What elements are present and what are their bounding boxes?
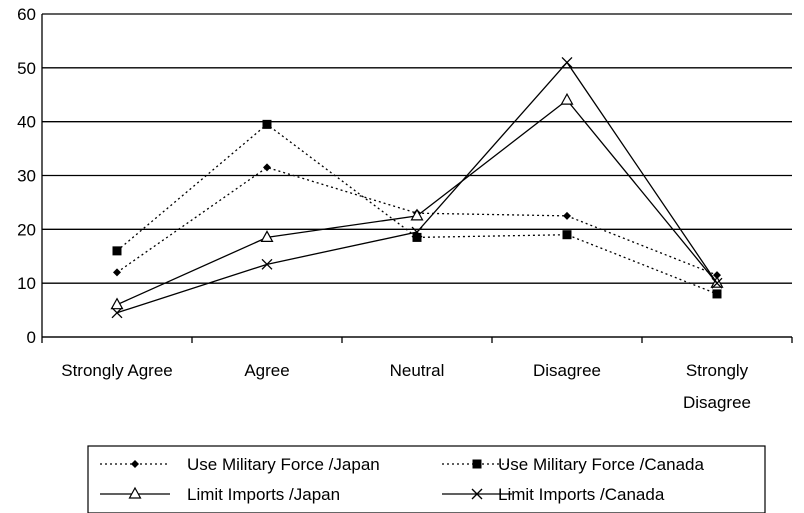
x-marker-stroke [561,56,573,68]
legend-marker [128,486,142,499]
y-tick-label-20: 20 [17,220,36,239]
data-point [263,163,271,172]
series-line [116,123,718,295]
y-tick-label-40: 40 [17,113,36,132]
legend-marker [131,460,139,468]
y-tick-label-30: 30 [17,167,36,186]
y-tick-label-50: 50 [17,59,36,78]
x-marker-stroke [411,226,423,238]
y-tick-label-0: 0 [27,328,36,347]
data-point [410,208,424,221]
data-point [412,232,422,242]
data-point [713,271,721,280]
legend-label: Use Military Force /Canada [498,455,705,474]
y-tick-label-60: 60 [17,5,36,24]
data-point [110,297,124,310]
data-point [562,230,572,240]
series-3 [110,92,724,310]
y-tick-label-10: 10 [17,274,36,293]
axes [41,14,793,343]
series-line [116,166,718,276]
series-line [116,61,718,314]
legend-entry-3: Limit Imports /Japan [100,485,340,504]
x-tick-label: Strongly Agree [61,361,173,380]
gridlines [42,13,792,338]
data-point [561,56,573,68]
x-marker-stroke [711,277,723,289]
series-line [116,99,718,306]
series-4 [111,56,723,319]
x-marker-stroke [111,307,123,319]
x-marker-stroke [261,258,273,270]
data-point [261,258,273,270]
data-point [113,268,121,277]
legend-entry-4: Limit Imports /Canada [442,485,665,504]
data-point [563,211,571,220]
data-point [111,307,123,319]
legend-entry-2: Use Military Force /Canada [442,455,705,474]
x-tick-label: Disagree [533,361,601,380]
data-point [262,119,272,129]
data-point [711,277,723,289]
legend-box [87,445,766,513]
legend-label: Use Military Force /Japan [187,455,380,474]
x-tick-label: Neutral [390,361,445,380]
x-tick-label: Strongly Disagree [683,361,751,412]
legend-marker [471,488,483,500]
y-axis-tick-labels: 0 10 20 30 40 50 60 [17,5,36,347]
legend-label: Limit Imports /Canada [498,485,665,504]
data-point [560,92,574,105]
legend-label: Limit Imports /Japan [187,485,340,504]
data-point [411,226,423,238]
series-layer [110,56,724,319]
x-tick-label: Agree [244,361,289,380]
series-2 [112,119,722,299]
x-axis-tick-labels: Strongly Agree Agree Neutral Disagree Strong… [61,361,751,412]
legend: Use Military Force /Japan Use Military Fo… [87,445,766,513]
data-point [712,289,722,299]
legend-entry-1: Use Military Force /Japan [100,455,380,474]
x-marker-stroke [471,488,483,500]
legend-marker [472,459,482,469]
series-1 [113,163,721,280]
data-point [260,230,274,243]
data-point [112,246,122,256]
